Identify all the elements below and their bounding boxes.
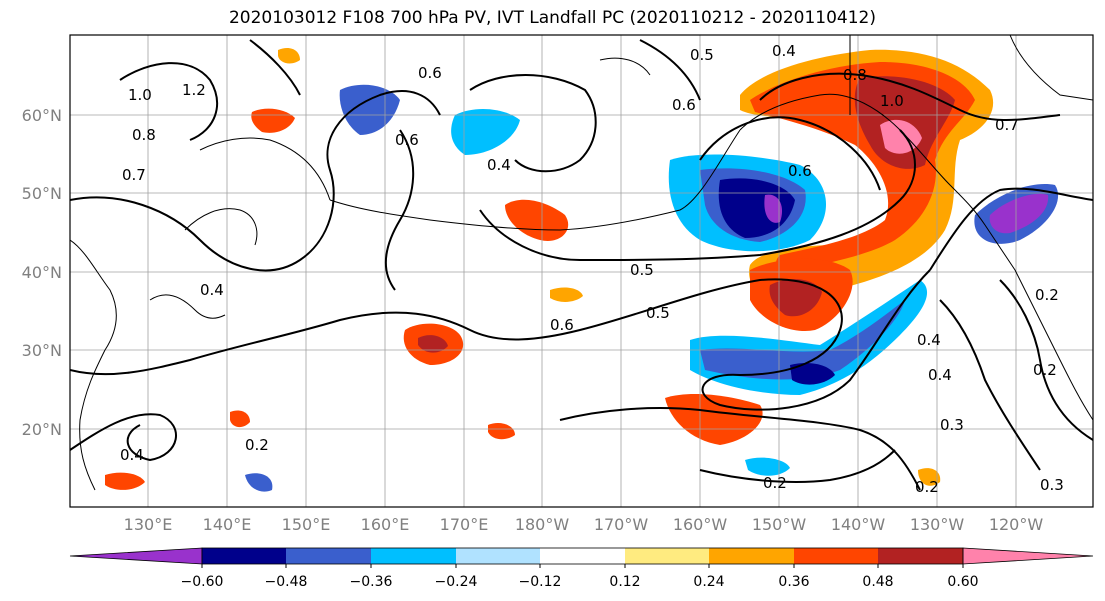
- contour-label: 0.6: [395, 131, 419, 149]
- anomaly-pos-145e-64n: [278, 48, 300, 64]
- map-title: 2020103012 F108 700 hPa PV, IVT Landfall…: [228, 8, 876, 28]
- colorbar-tick: 0.48: [862, 574, 893, 590]
- anomaly-pos-160w-20n: [665, 394, 763, 445]
- lat-label: 40°N: [22, 263, 62, 282]
- colorbar-segment: [709, 548, 794, 564]
- lon-label: 150°E: [282, 515, 331, 534]
- contour-label: 0.5: [630, 261, 654, 279]
- lon-label: 170°E: [440, 515, 489, 534]
- lat-label: 50°N: [22, 184, 62, 203]
- lon-label: 120°W: [989, 515, 1044, 534]
- contour-label: 0.6: [418, 64, 442, 82]
- lon-label: 170°W: [594, 515, 649, 534]
- contour-label: 0.7: [122, 166, 146, 184]
- colorbar-segment: [625, 548, 709, 564]
- lon-labels: 130°E 140°E 150°E 160°E 170°E 180°W 170°…: [124, 515, 1044, 534]
- colorbar-tick: −0.12: [519, 574, 562, 590]
- anomaly-pos-175e: [505, 199, 569, 241]
- colorbar-tick: −0.36: [350, 574, 393, 590]
- colorbar-segment: [540, 548, 625, 564]
- colorbar-tick: 0.60: [947, 574, 978, 590]
- colorbar: [69, 547, 1094, 568]
- anomaly-pos-172e-22n: [488, 423, 515, 440]
- anomaly-pos-142e-22n: [230, 410, 250, 428]
- contour-label: 0.4: [917, 331, 941, 349]
- lon-label: 140°W: [831, 515, 886, 534]
- contour-label: 0.4: [928, 366, 952, 384]
- shading-layer: [105, 48, 1059, 492]
- contour-label: 0.2: [1033, 361, 1057, 379]
- map-panel: 1.2 1.0 0.8 0.7 0.6 0.6 0.6 0.5 0.5 0.5 …: [70, 35, 1093, 507]
- anomaly-neg-band-2: [700, 300, 905, 380]
- colorbar-segment: [69, 547, 203, 565]
- colorbar-segment: [456, 548, 540, 564]
- lat-labels: 60°N 50°N 40°N 30°N 20°N: [22, 106, 62, 439]
- colorbar-tick: −0.48: [265, 574, 308, 590]
- lon-label: 150°W: [752, 515, 807, 534]
- colorbar-ticks: −0.60 −0.48 −0.36 −0.24 −0.12 0.12 0.24 …: [181, 574, 979, 590]
- contour-label: 0.5: [690, 46, 714, 64]
- anomaly-neg-170e: [451, 108, 520, 155]
- colorbar-tick: −0.60: [181, 574, 224, 590]
- anomaly-neg-band-3: [790, 363, 835, 385]
- colorbar-segment: [202, 548, 286, 564]
- contour-label: 0.7: [995, 116, 1019, 134]
- contour-label: 0.4: [200, 281, 224, 299]
- lon-label: 130°E: [124, 515, 173, 534]
- colorbar-tick: 0.24: [693, 574, 724, 590]
- lat-label: 60°N: [22, 106, 62, 125]
- contour-label: 0.8: [132, 126, 156, 144]
- contour-label: 0.6: [672, 96, 696, 114]
- contour-label: 0.3: [940, 416, 964, 434]
- anomaly-pos-125e-12n: [105, 472, 145, 490]
- anomaly-150w-core: [769, 279, 822, 317]
- anomaly-pos-165e-core: [418, 335, 448, 353]
- contour-label: 0.4: [772, 42, 796, 60]
- contour-label: 1.0: [128, 86, 152, 104]
- map-frame: [69, 34, 1094, 508]
- colorbar-tick: 0.12: [609, 574, 640, 590]
- contour-label: 0.8: [843, 66, 867, 84]
- contour-label: 0.2: [245, 436, 269, 454]
- colorbar-segment: [962, 547, 1094, 565]
- lat-label: 30°N: [22, 341, 62, 360]
- anomaly-neg-145e-15n: [245, 473, 273, 492]
- colorbar-segment: [286, 548, 371, 564]
- contour-label: 1.2: [182, 81, 206, 99]
- pv-contours: [70, 39, 1093, 491]
- lat-label: 20°N: [22, 420, 62, 439]
- lon-label: 140°E: [203, 515, 252, 534]
- colorbar-tick: −0.24: [435, 574, 478, 590]
- contour-label: 0.2: [1035, 286, 1059, 304]
- lon-label: 180°W: [515, 515, 570, 534]
- graticule: [70, 35, 1093, 507]
- anomaly-neg-coast-core: [989, 193, 1049, 234]
- colorbar-segment: [794, 548, 878, 564]
- contour-label: 0.6: [550, 316, 574, 334]
- anomaly-neg-ne-4: [764, 194, 783, 223]
- anomaly-pos-130w-12n: [918, 468, 941, 486]
- colorbar-outline: [201, 547, 964, 565]
- lon-label: 130°W: [910, 515, 965, 534]
- contour-label: 0.5: [646, 304, 670, 322]
- contour-label: 0.2: [763, 474, 787, 492]
- contour-label: 0.2: [915, 478, 939, 496]
- colorbar-tick: 0.36: [778, 574, 809, 590]
- anomaly-pos-180-38n: [550, 287, 583, 302]
- contour-label-layer: 1.2 1.0 0.8 0.7 0.6 0.6 0.6 0.5 0.5 0.5 …: [120, 42, 1064, 496]
- contour-label: 0.4: [120, 446, 144, 464]
- colorbar-segment: [878, 548, 963, 564]
- lon-label: 160°E: [361, 515, 410, 534]
- contour-label: 0.6: [788, 162, 812, 180]
- colorbar-segment: [371, 548, 456, 564]
- lon-label: 160°W: [673, 515, 728, 534]
- contour-label: 0.3: [1040, 476, 1064, 494]
- contour-label: 1.0: [880, 92, 904, 110]
- contour-label: 0.4: [487, 156, 511, 174]
